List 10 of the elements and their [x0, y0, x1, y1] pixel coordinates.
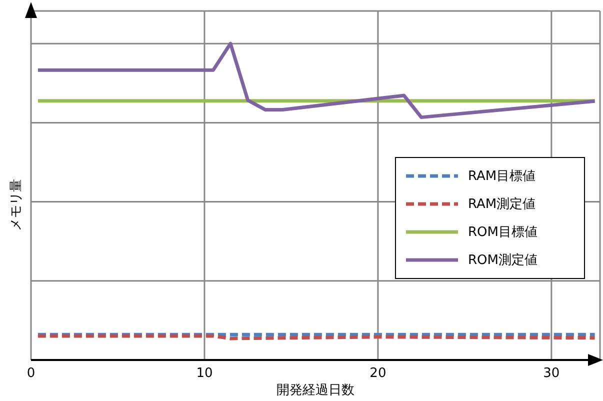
x-axis-title: 開発経過日数 [276, 383, 354, 398]
legend-label: RAM目標値 [468, 168, 536, 185]
legend-label: ROM測定値 [468, 252, 538, 269]
x-tick-label: 0 [26, 366, 36, 382]
x-tick-label: 20 [370, 366, 386, 382]
y-axis-title: メモリ量 [8, 179, 25, 231]
legend-label: RAM測定値 [468, 196, 536, 213]
x-tick-label: 30 [543, 366, 560, 382]
legend-label: ROM目標値 [468, 224, 538, 241]
x-tick-label: 10 [196, 366, 213, 382]
